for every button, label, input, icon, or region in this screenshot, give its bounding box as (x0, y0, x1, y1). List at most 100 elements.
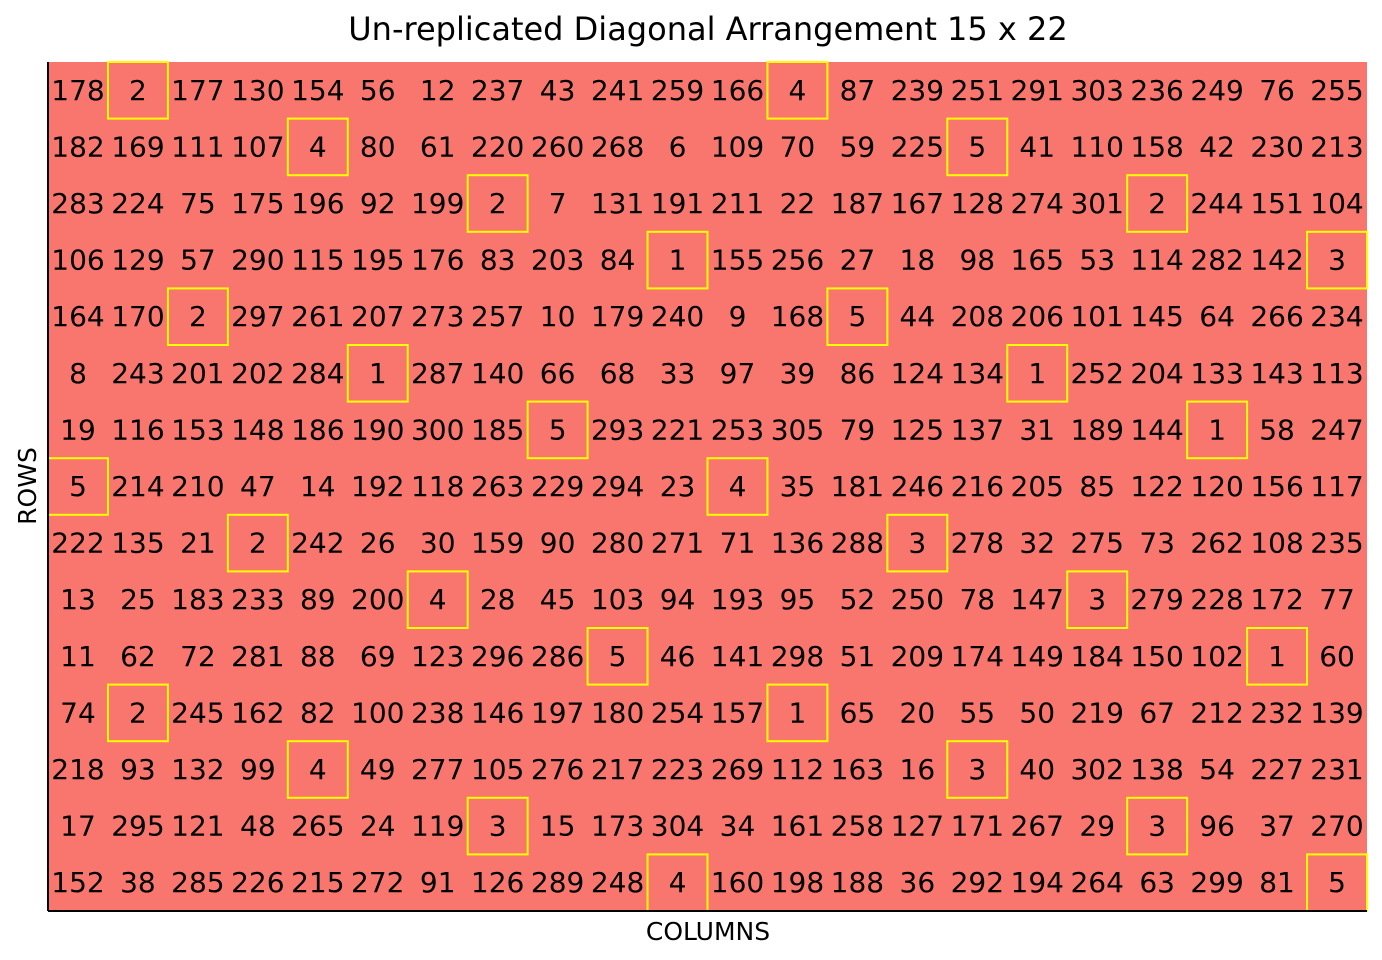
entry-label: 15 (540, 810, 576, 843)
entry-label: 247 (1310, 413, 1363, 446)
entry-label: 29 (1079, 810, 1115, 843)
entry-label: 240 (651, 300, 704, 333)
entry-label: 106 (51, 244, 104, 277)
check-cell-border (766, 683, 829, 743)
entry-label: 104 (1310, 187, 1363, 220)
entry-label: 158 (1130, 130, 1183, 163)
entry-label: 287 (411, 357, 464, 390)
entry-label: 244 (1190, 187, 1243, 220)
entry-label: 23 (660, 470, 696, 503)
entry-label: 162 (231, 696, 284, 729)
check-cell-border (466, 796, 529, 856)
entry-label: 163 (831, 753, 884, 786)
entry-label: 215 (291, 866, 344, 899)
entry-label: 143 (1250, 357, 1303, 390)
entry-label: 194 (1011, 866, 1064, 899)
entry-label: 172 (1250, 583, 1303, 616)
entry-label: 250 (891, 583, 944, 616)
entry-label: 109 (711, 130, 764, 163)
check-label: 2 (1148, 187, 1166, 220)
entry-label: 151 (1250, 187, 1303, 220)
entry-label: 197 (531, 696, 584, 729)
entry-label: 176 (411, 244, 464, 277)
check-label: 1 (1208, 413, 1226, 446)
entry-label: 185 (471, 413, 524, 446)
check-label: 3 (1328, 244, 1346, 277)
entry-label: 86 (840, 357, 876, 390)
entry-label: 175 (231, 187, 284, 220)
entry-label: 126 (471, 866, 524, 899)
entry-label: 166 (711, 74, 764, 107)
entry-label: 6 (669, 130, 687, 163)
entry-label: 64 (1199, 300, 1235, 333)
check-cell-border (826, 287, 889, 346)
entry-label: 241 (591, 74, 644, 107)
entry-label: 273 (411, 300, 464, 333)
entry-label: 36 (900, 866, 936, 899)
entry-label: 113 (1310, 357, 1363, 390)
entry-label: 79 (840, 413, 876, 446)
entry-label: 152 (51, 866, 104, 899)
entry-label: 267 (1011, 810, 1064, 843)
check-cell-border (886, 513, 949, 573)
entry-label: 230 (1250, 130, 1303, 163)
entry-label: 49 (360, 753, 396, 786)
entry-label: 68 (600, 357, 636, 390)
entry-label: 138 (1130, 753, 1183, 786)
check-label: 1 (789, 696, 807, 729)
check-cell-border (526, 400, 589, 460)
check-label: 5 (968, 130, 986, 163)
entry-label: 255 (1310, 74, 1363, 107)
entry-label: 294 (591, 470, 644, 503)
entry-label: 154 (291, 74, 344, 107)
entry-label: 180 (591, 696, 644, 729)
entry-label: 97 (720, 357, 756, 390)
entry-label: 303 (1070, 74, 1123, 107)
entry-label: 259 (651, 74, 704, 107)
check-label: 2 (489, 187, 507, 220)
entry-label: 50 (1019, 696, 1055, 729)
check-label: 2 (249, 527, 267, 560)
entry-label: 56 (360, 74, 396, 107)
entry-label: 131 (591, 187, 644, 220)
entry-label: 82 (300, 696, 336, 729)
entry-label: 115 (291, 244, 344, 277)
entry-label: 233 (231, 583, 284, 616)
check-label: 1 (1268, 640, 1286, 673)
entry-label: 135 (111, 527, 164, 560)
check-cell-border (946, 117, 1009, 177)
check-label: 5 (69, 470, 87, 503)
check-label: 2 (129, 74, 147, 107)
entry-label: 107 (231, 130, 284, 163)
entry-label: 32 (1019, 527, 1055, 560)
entry-label: 218 (51, 753, 104, 786)
entry-label: 228 (1190, 583, 1243, 616)
entry-label: 265 (291, 810, 344, 843)
entry-label: 283 (51, 187, 104, 220)
entry-label: 295 (111, 810, 164, 843)
check-label: 3 (489, 810, 507, 843)
entry-label: 206 (1011, 300, 1064, 333)
entry-label: 235 (1310, 527, 1363, 560)
entry-label: 60 (1319, 640, 1355, 673)
entry-label: 127 (891, 810, 944, 843)
check-cell-border (1126, 174, 1189, 233)
entry-label: 83 (480, 244, 516, 277)
check-label: 2 (129, 696, 147, 729)
check-cell-border (586, 627, 649, 686)
entry-label: 40 (1019, 753, 1055, 786)
entry-label: 141 (711, 640, 764, 673)
entry-label: 153 (171, 413, 224, 446)
entry-label: 224 (111, 187, 164, 220)
entry-label: 286 (531, 640, 584, 673)
entry-label: 119 (411, 810, 464, 843)
check-cell-border (466, 174, 529, 233)
check-label: 3 (1148, 810, 1166, 843)
entry-label: 254 (651, 696, 704, 729)
check-label: 2 (189, 300, 207, 333)
entry-label: 125 (891, 413, 944, 446)
entry-label: 101 (1070, 300, 1123, 333)
entry-label: 132 (171, 753, 224, 786)
entry-label: 302 (1070, 753, 1123, 786)
check-cell-border (286, 740, 349, 799)
